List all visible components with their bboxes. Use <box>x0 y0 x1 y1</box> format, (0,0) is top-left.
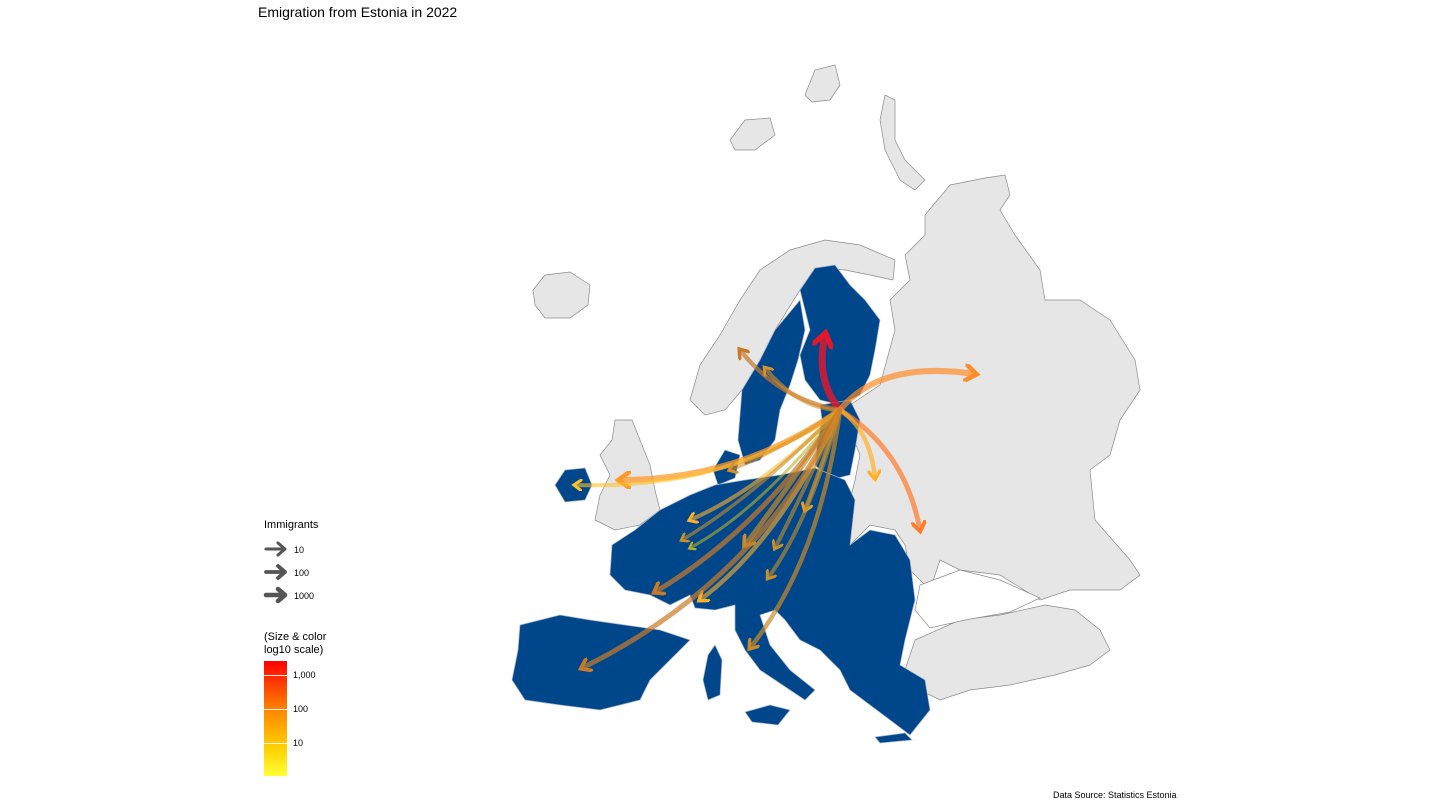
arrow-latvia <box>837 407 875 478</box>
size-legend-label-1000: 1000 <box>294 591 315 601</box>
arrow-italy <box>750 407 843 648</box>
iceland <box>532 271 591 319</box>
crete <box>874 732 913 744</box>
arrow-spain <box>582 407 843 668</box>
russia-region <box>844 174 1141 601</box>
size-legend-arrows <box>263 541 288 604</box>
data-source-caption: Data Source: Statistics Estonia <box>1053 790 1177 800</box>
arrow-luxembourg <box>690 408 842 548</box>
color-tick-mark-100 <box>264 709 287 710</box>
map-title: Emigration from Estonia in 2022 <box>258 4 458 20</box>
arrow-austria <box>768 408 842 578</box>
size-legend-label-100: 100 <box>294 568 310 578</box>
color-tick-mark-1000 <box>264 675 287 676</box>
color-legend-title: (Size & color log10 scale) <box>264 631 327 656</box>
iberia <box>511 614 691 711</box>
arrow-belgium <box>682 408 842 540</box>
color-tick-label-100: 100 <box>293 704 309 714</box>
svalbard <box>804 64 841 103</box>
color-tick-label-10: 10 <box>293 738 304 748</box>
arrow-denmark <box>730 408 842 470</box>
size-legend-title: Immigrants <box>264 519 319 531</box>
arrow-russia <box>837 371 975 413</box>
franz-josef <box>729 117 776 151</box>
united-kingdom <box>594 419 661 531</box>
color-tick-label-1000: 1,000 <box>293 670 316 680</box>
sicily <box>744 704 791 726</box>
size-legend-arrow-100 <box>264 564 287 580</box>
novaya-zemlya <box>879 94 926 191</box>
color-scale-bar <box>264 661 287 776</box>
arrow-finland <box>822 335 844 414</box>
migration-arrows <box>575 335 975 668</box>
arrow-sweden <box>765 368 842 412</box>
black-sea <box>914 569 1041 629</box>
size-legend-arrow-1000 <box>263 586 288 604</box>
size-legend-label-10: 10 <box>294 545 305 555</box>
color-tick-mark-10 <box>264 743 287 744</box>
arrow-france <box>655 407 843 592</box>
sardinia <box>702 644 723 701</box>
size-legend-arrow-10 <box>264 541 287 557</box>
